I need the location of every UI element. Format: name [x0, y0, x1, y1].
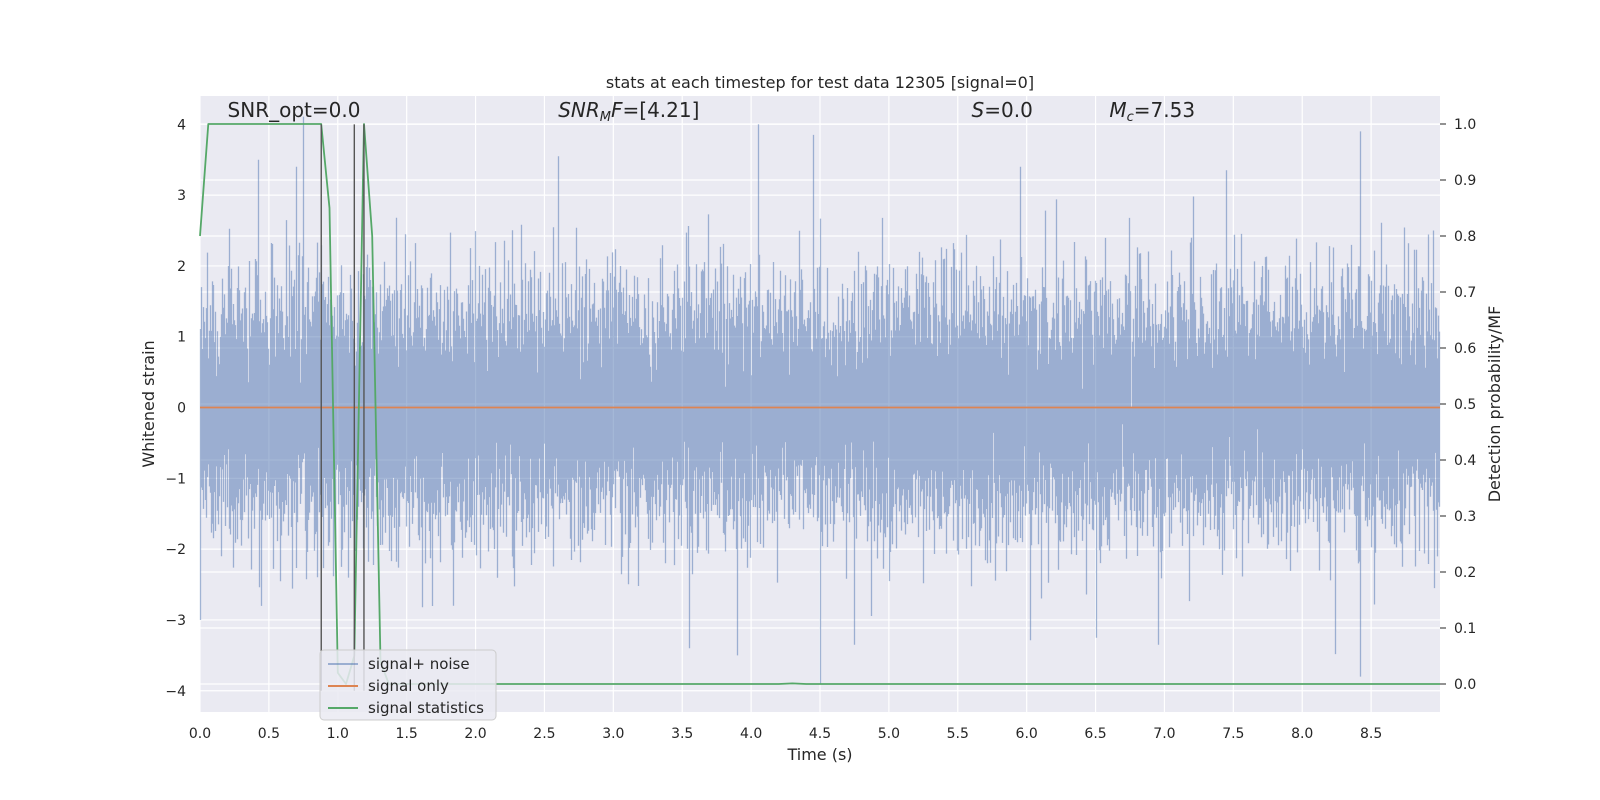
series-signal-statistics — [199, 123, 1440, 685]
y2-tick-label: 0.4 — [1454, 453, 1476, 469]
y-tick-label: 2 — [177, 259, 186, 275]
x-tick-label: 7.0 — [1153, 726, 1175, 742]
y-tick-label: −4 — [165, 684, 186, 700]
y-tick-label: 1 — [177, 330, 186, 346]
ticks: 0.0 0.5 1.0 1.5 2.0 2.5 3.0 3.5 4.0 4.5 5.0 5.5 6.0 6… — [165, 117, 1476, 742]
y2-tick-label: 1.0 — [1454, 117, 1476, 133]
x-tick-label: 2.0 — [464, 726, 486, 742]
y2-tick-label: 0.8 — [1454, 229, 1476, 245]
x-tick-label: 6.0 — [1016, 726, 1038, 742]
x-tick-label: 0.0 — [189, 726, 211, 742]
y2-tick-label: 0.0 — [1454, 677, 1476, 693]
legend-label: signal+ noise — [368, 655, 470, 673]
series-lines — [199, 123, 1440, 685]
series-signal-noise-trace — [199, 116, 1441, 684]
y2-tick-label: 0.2 — [1454, 565, 1476, 581]
y-axis-title: Whitened strain — [139, 340, 158, 467]
series-signal-noise — [199, 116, 1441, 684]
y2-tick-label: 0.5 — [1454, 397, 1476, 413]
x-tick-label: 1.0 — [327, 726, 349, 742]
x-tick-label: 4.5 — [809, 726, 831, 742]
x-tick-label: 1.5 — [396, 726, 418, 742]
vertical-markers — [320, 124, 365, 691]
legend-label: signal only — [368, 677, 449, 695]
annotations: SNR_opt=0.0 SNRMF=[4.21] S=0.0 Mc=7.53 — [228, 98, 1195, 125]
y-tick-label: −1 — [165, 471, 186, 487]
x-tick-label: 8.0 — [1291, 726, 1313, 742]
annotation: SNR_opt=0.0 — [228, 98, 361, 122]
x-tick-label: 3.5 — [671, 726, 693, 742]
x-tick-label: 6.5 — [1084, 726, 1106, 742]
y-tick-label: 0 — [177, 401, 186, 417]
y2-tick-label: 0.7 — [1454, 285, 1476, 301]
y2-tick-label: 0.3 — [1454, 509, 1476, 525]
x-tick-label: 2.5 — [533, 726, 555, 742]
y2-axis-title: Detection probability/MF — [1485, 306, 1504, 503]
x-tick-label: 5.5 — [947, 726, 969, 742]
annotation: Mc=7.53 — [1109, 98, 1195, 125]
annotation: S=0.0 — [972, 98, 1033, 122]
y-tick-label: 3 — [177, 188, 186, 204]
legend-box — [319, 649, 497, 721]
legend: signal+ noise signal only signal statistic… — [319, 649, 497, 721]
legend-label: signal statistics — [368, 699, 484, 717]
y2-tick-label: 0.6 — [1454, 341, 1476, 357]
x-tick-label: 0.5 — [258, 726, 280, 742]
y-tick-label: 4 — [177, 117, 186, 133]
x-tick-label: 8.5 — [1360, 726, 1382, 742]
chart-title: stats at each timestep for test data 123… — [606, 73, 1034, 92]
y2-tick-label: 0.9 — [1454, 173, 1476, 189]
x-tick-label: 3.0 — [602, 726, 624, 742]
x-tick-label: 4.0 — [740, 726, 762, 742]
y-tick-label: −3 — [165, 613, 186, 629]
x-tick-label: 5.0 — [878, 726, 900, 742]
annotation: SNRMF=[4.21] — [558, 98, 699, 125]
x-axis-title: Time (s) — [786, 745, 852, 764]
y2-tick-label: 0.1 — [1454, 621, 1476, 637]
x-tick-label: 7.5 — [1222, 726, 1244, 742]
y-tick-label: −2 — [165, 542, 186, 558]
